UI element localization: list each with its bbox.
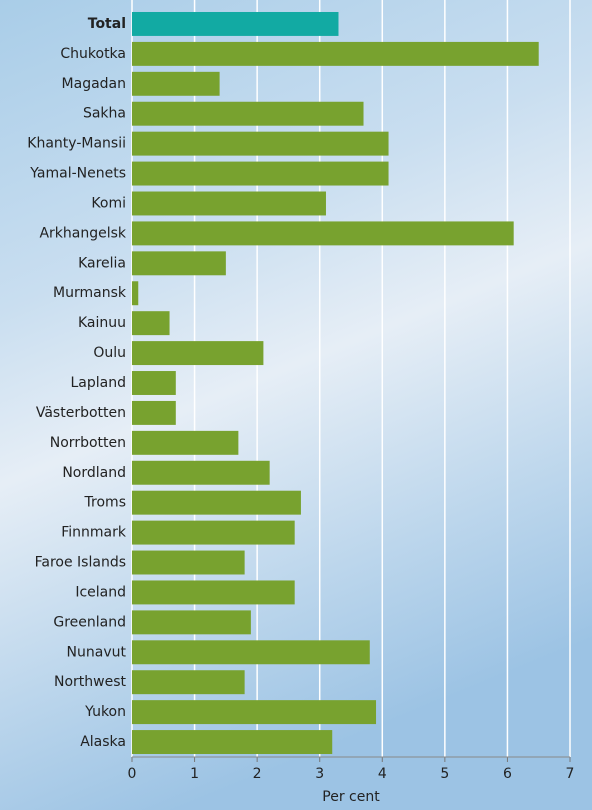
y-tick-label: Yamal-Nenets bbox=[29, 166, 126, 182]
y-tick-label: Västerbotten bbox=[36, 405, 126, 421]
y-tick-label: Khanty-Mansii bbox=[27, 136, 126, 152]
bar bbox=[132, 281, 139, 306]
y-tick-label: Alaska bbox=[80, 734, 126, 750]
x-tick-label: 0 bbox=[128, 766, 137, 782]
bar bbox=[132, 11, 339, 36]
bar bbox=[132, 490, 301, 515]
x-tick-label: 2 bbox=[253, 766, 262, 782]
y-tick-label: Nunavut bbox=[67, 644, 127, 660]
y-tick-label: Oulu bbox=[93, 345, 126, 361]
bar bbox=[132, 221, 514, 246]
x-tick-label: 7 bbox=[566, 766, 575, 782]
bar bbox=[132, 430, 239, 455]
x-tick-label: 4 bbox=[378, 766, 387, 782]
y-tick-label: Murmansk bbox=[53, 285, 127, 301]
y-tick-label: Kainuu bbox=[78, 315, 126, 331]
bar bbox=[132, 520, 295, 545]
y-tick-label: Northwest bbox=[54, 674, 127, 690]
bar bbox=[132, 400, 176, 425]
y-tick-label: Chukotka bbox=[60, 46, 126, 62]
y-tick-label: Komi bbox=[91, 195, 126, 211]
bar bbox=[132, 670, 245, 695]
y-tick-label: Iceland bbox=[75, 584, 126, 600]
bar bbox=[132, 550, 245, 575]
y-tick-label: Magadan bbox=[62, 76, 126, 92]
bar bbox=[132, 730, 333, 755]
bar bbox=[132, 41, 539, 66]
bar bbox=[132, 191, 326, 216]
bar bbox=[132, 71, 220, 96]
bar bbox=[132, 251, 226, 276]
y-tick-label: Finnmark bbox=[61, 525, 127, 541]
bar bbox=[132, 311, 170, 336]
y-tick-label: Sakha bbox=[83, 106, 126, 122]
bar bbox=[132, 101, 364, 126]
bar bbox=[132, 341, 264, 366]
bar bbox=[132, 700, 377, 725]
y-tick-label: Total bbox=[88, 16, 126, 32]
bar bbox=[132, 371, 176, 395]
x-tick-label: 6 bbox=[503, 766, 512, 782]
bar bbox=[132, 580, 295, 605]
y-tick-label: Faroe Islands bbox=[35, 555, 126, 571]
bar bbox=[132, 460, 270, 485]
y-tick-label: Lapland bbox=[71, 375, 127, 391]
y-tick-label: Nordland bbox=[62, 465, 126, 481]
x-tick-label: 3 bbox=[315, 766, 324, 782]
bar bbox=[132, 131, 389, 156]
y-tick-label: Greenland bbox=[53, 614, 126, 630]
bar bbox=[132, 610, 251, 635]
bar bbox=[132, 161, 389, 186]
bar bbox=[132, 640, 370, 665]
x-axis-label: Per cent bbox=[322, 789, 380, 805]
y-tick-label: Karelia bbox=[78, 255, 126, 271]
x-tick-label: 5 bbox=[440, 766, 449, 782]
y-tick-label: Arkhangelsk bbox=[39, 225, 126, 241]
y-tick-label: Yukon bbox=[84, 704, 126, 720]
x-tick-label: 1 bbox=[190, 766, 199, 782]
y-tick-label: Norrbotten bbox=[50, 435, 126, 451]
y-tick-label: Troms bbox=[84, 495, 126, 511]
